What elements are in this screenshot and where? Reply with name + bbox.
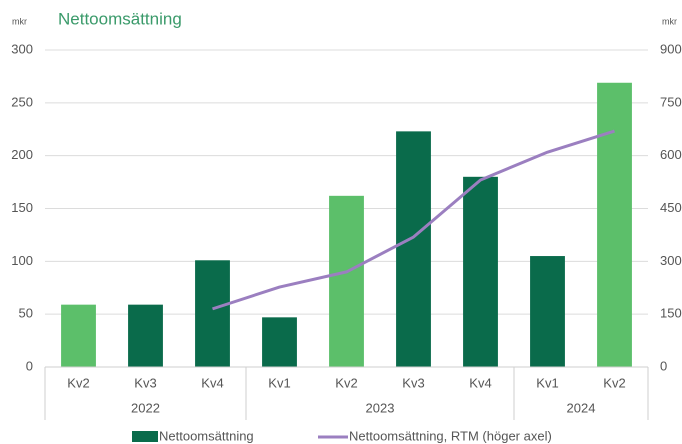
y-tick-label: 300 (11, 41, 33, 56)
y-unit: mkr (12, 16, 27, 26)
bar (530, 256, 565, 367)
legend-label: Nettoomsättning (159, 428, 254, 443)
line (212, 129, 615, 311)
bar (195, 260, 230, 367)
x-tick-label: Kv2 (67, 375, 89, 390)
bar (396, 131, 431, 367)
y2-tick-label: 0 (660, 358, 667, 373)
y-tick-label: 0 (26, 358, 33, 373)
y2-tick-label: 750 (660, 94, 682, 109)
y2-unit: mkr (662, 16, 677, 26)
bar (262, 317, 297, 367)
y-tick-label: 100 (11, 253, 33, 268)
legend-label: Nettoomsättning, RTM (höger axel) (349, 428, 552, 443)
y-tick-label: 150 (11, 200, 33, 215)
x-tick-label: Kv1 (536, 375, 558, 390)
y2-tick-label: 450 (660, 200, 682, 215)
bar (61, 304, 96, 367)
group-label: 2022 (131, 400, 160, 415)
bar (329, 195, 364, 367)
x-tick-label: Kv1 (268, 375, 290, 390)
chart-title: Nettoomsättning (58, 9, 182, 28)
bar (128, 304, 163, 367)
y-tick-label: 200 (11, 147, 33, 162)
bar (463, 176, 498, 367)
group-label: 2024 (567, 400, 596, 415)
x-tick-label: Kv4 (469, 375, 491, 390)
x-tick-label: Kv3 (134, 375, 156, 390)
y2-tick-label: 900 (660, 41, 682, 56)
y2-tick-label: 150 (660, 306, 682, 321)
group-label: 2023 (366, 400, 395, 415)
x-tick-label: Kv2 (603, 375, 625, 390)
x-tick-label: Kv4 (201, 375, 223, 390)
y2-tick-label: 300 (660, 253, 682, 268)
y-tick-label: 250 (11, 94, 33, 109)
y-tick-label: 50 (19, 306, 33, 321)
x-tick-label: Kv3 (402, 375, 424, 390)
legend-swatch (132, 431, 158, 442)
bar (597, 82, 632, 368)
y2-tick-label: 600 (660, 147, 682, 162)
x-tick-label: Kv2 (335, 375, 357, 390)
